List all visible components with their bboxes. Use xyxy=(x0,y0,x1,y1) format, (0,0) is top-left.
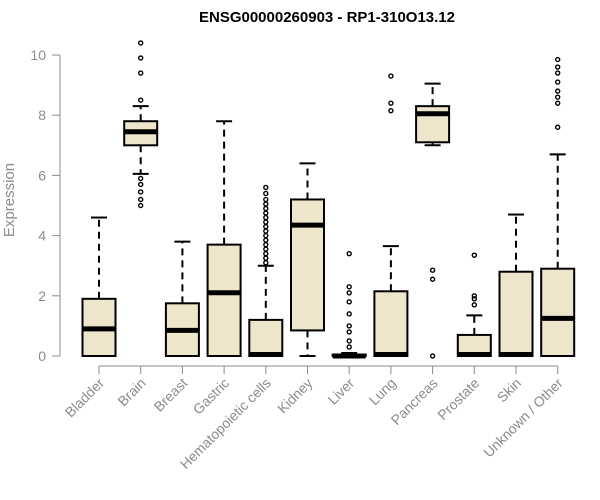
outlier-point xyxy=(263,228,269,234)
box-pancreas xyxy=(415,82,451,359)
x-tick-label: Skin xyxy=(494,375,525,406)
outlier-point xyxy=(346,299,352,305)
x-tick-label: Bladder xyxy=(62,375,108,421)
y-tick-label: 2 xyxy=(38,288,46,304)
outlier-point xyxy=(555,88,561,94)
outlier-point xyxy=(471,302,477,308)
outlier-point xyxy=(137,189,144,195)
outlier-point xyxy=(388,107,394,114)
iqr-box xyxy=(498,270,534,357)
outlier-point xyxy=(263,255,269,261)
box-liver xyxy=(331,250,367,359)
box-hematopoietic-cells xyxy=(248,184,284,358)
iqr-box xyxy=(248,318,284,358)
box-brain xyxy=(123,40,159,209)
outlier-point xyxy=(346,290,352,296)
y-tick-label: 6 xyxy=(38,167,46,183)
outlier-point xyxy=(555,94,561,100)
box-breast xyxy=(164,240,200,358)
outlier-point xyxy=(555,79,561,85)
iqr-box xyxy=(206,243,242,358)
outlier-point xyxy=(263,250,269,257)
outlier-point xyxy=(429,353,436,359)
y-tick-label: 0 xyxy=(38,348,46,364)
outlier-point xyxy=(137,202,144,209)
box-bladder xyxy=(81,216,117,357)
outlier-point xyxy=(263,190,269,197)
outlier-point xyxy=(346,329,352,335)
outlier-point xyxy=(429,267,436,273)
y-tick-label: 4 xyxy=(38,228,46,244)
x-tick-label: Prostate xyxy=(434,375,482,423)
outlier-point xyxy=(137,40,144,46)
x-tick-label: Liver xyxy=(325,375,358,408)
outlier-point xyxy=(263,259,269,266)
y-axis-label: Expression xyxy=(1,163,18,237)
outlier-point xyxy=(346,311,352,317)
outlier-point xyxy=(263,196,269,203)
x-tick-label: Kidney xyxy=(274,375,316,417)
outlier-point xyxy=(137,70,144,76)
outlier-point xyxy=(346,338,352,344)
outlier-point xyxy=(346,250,352,257)
outlier-point xyxy=(555,56,561,63)
outlier-point xyxy=(263,232,269,239)
box-skin xyxy=(498,213,534,357)
outlier-point xyxy=(263,201,269,207)
x-tick-label: Breast xyxy=(151,375,191,415)
box-lung xyxy=(373,73,409,357)
outlier-point xyxy=(263,246,269,252)
boxes-layer xyxy=(81,40,576,359)
outlier-point xyxy=(263,210,269,216)
outlier-point xyxy=(429,276,436,282)
outlier-point xyxy=(555,124,561,130)
box-kidney xyxy=(290,162,325,357)
iqr-box xyxy=(373,290,409,357)
outlier-point xyxy=(137,97,144,103)
box-prostate xyxy=(456,252,492,357)
outlier-point xyxy=(137,175,144,182)
box-unknown-other xyxy=(540,56,576,357)
outlier-point xyxy=(137,196,144,203)
outlier-point xyxy=(346,344,352,350)
outlier-point xyxy=(471,252,477,258)
outlier-point xyxy=(263,237,269,243)
outlier-point xyxy=(346,323,352,329)
outlier-point xyxy=(263,223,269,230)
outlier-point xyxy=(263,241,269,248)
chart-title: ENSG00000260903 - RP1-310O13.12 xyxy=(199,9,455,26)
y-axis: 0 2 4 6 8 10 xyxy=(30,47,61,364)
outlier-point xyxy=(263,205,269,212)
iqr-box xyxy=(290,198,325,332)
box-gastric xyxy=(206,120,242,358)
outlier-point xyxy=(263,214,269,221)
outlier-point xyxy=(471,296,477,302)
outlier-point xyxy=(555,64,561,70)
outlier-point xyxy=(555,70,561,76)
outlier-point xyxy=(137,55,144,61)
outlier-point xyxy=(555,100,561,106)
outlier-point xyxy=(388,73,394,79)
x-tick-label: Unknown / Other xyxy=(480,375,566,461)
y-tick-label: 10 xyxy=(30,47,46,63)
outlier-point xyxy=(137,181,144,188)
x-tick-label: Brain xyxy=(114,375,148,409)
iqr-box xyxy=(540,267,576,357)
outlier-point xyxy=(471,293,477,299)
outlier-point xyxy=(346,284,352,290)
x-tick-label: Lung xyxy=(366,375,399,408)
y-tick-label: 8 xyxy=(38,107,46,123)
outlier-point xyxy=(263,184,269,191)
outlier-point xyxy=(388,100,394,106)
outlier-point xyxy=(263,219,269,225)
